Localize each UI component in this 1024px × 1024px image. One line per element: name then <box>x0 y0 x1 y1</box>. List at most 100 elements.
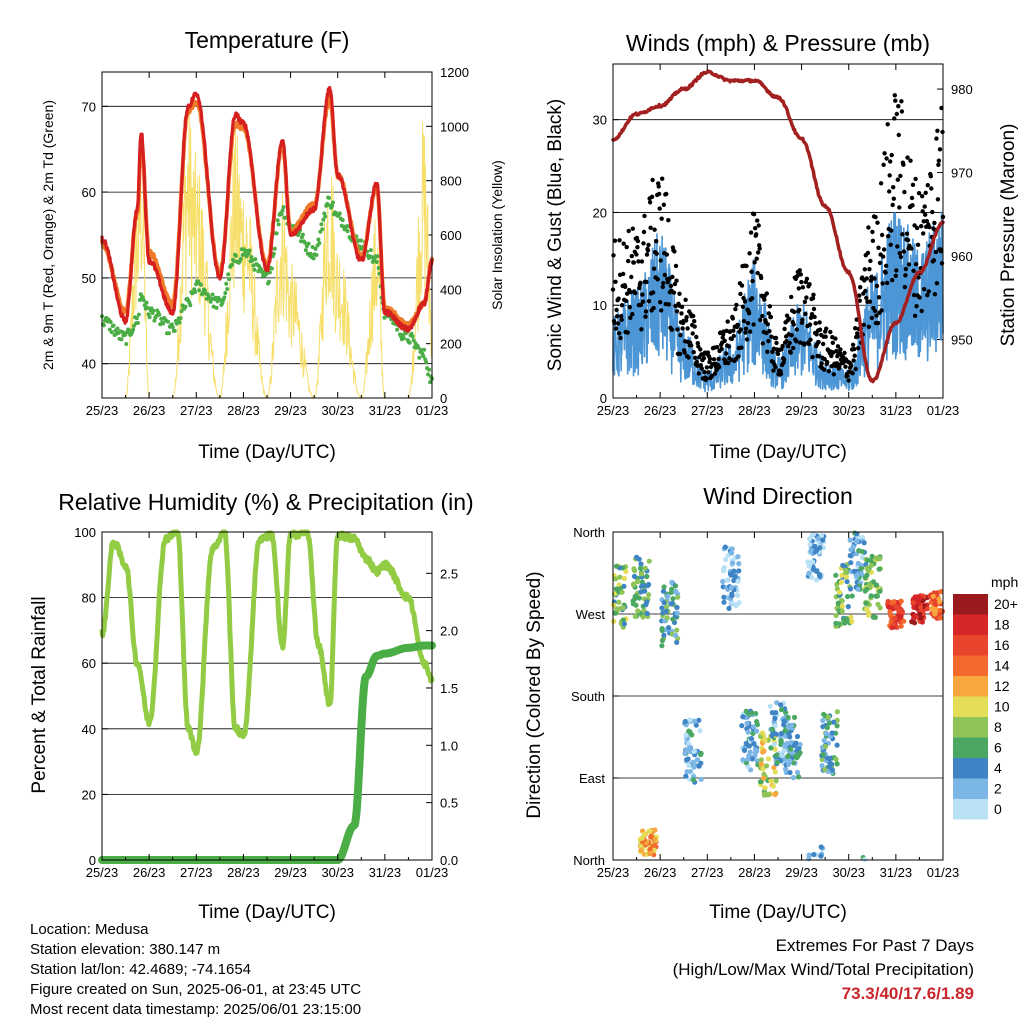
dewpoint-point <box>422 347 427 352</box>
gust-point <box>842 350 847 356</box>
gust-point <box>756 223 761 228</box>
direction-point <box>735 578 741 584</box>
gust-point <box>888 242 893 247</box>
gust-point <box>903 273 908 278</box>
gust-point <box>782 326 787 332</box>
direction-point <box>847 553 853 559</box>
gust-point <box>787 340 792 346</box>
temp-right-ytick-label: 200 <box>440 337 462 352</box>
gust-point <box>630 312 635 317</box>
gust-point <box>649 194 655 199</box>
direction-point <box>789 722 795 728</box>
gust-point <box>781 357 787 362</box>
gust-point <box>825 359 830 365</box>
rh-xtick-label: 25/23 <box>86 865 119 880</box>
direction-point <box>664 615 670 621</box>
gust-point <box>857 293 862 298</box>
gust-point <box>789 294 794 300</box>
gust-point <box>743 326 749 331</box>
gust-point <box>874 313 879 318</box>
gust-point <box>689 343 694 348</box>
dewpoint-point <box>368 248 373 253</box>
direction-point <box>820 752 826 758</box>
direction-point <box>659 643 665 649</box>
direction-point <box>731 568 737 574</box>
direction-point <box>727 571 734 577</box>
gust-point <box>660 176 665 181</box>
gust-point <box>823 334 828 339</box>
gust-point <box>812 314 817 320</box>
direction-point <box>674 627 680 633</box>
dir-ytick-label: North <box>573 525 605 540</box>
gust-point <box>796 286 801 291</box>
direction-point <box>892 615 898 621</box>
gust-point <box>623 284 628 289</box>
gust-point <box>701 356 707 361</box>
gust-point <box>616 296 621 301</box>
direction-point <box>745 729 751 735</box>
humidity-title: Relative Humidity (%) & Precipitation (i… <box>58 489 473 515</box>
direction-point <box>873 593 879 599</box>
gust-point <box>662 272 667 278</box>
dewpoint-point <box>310 245 315 249</box>
gust-point <box>621 271 626 277</box>
gust-point <box>821 341 826 347</box>
direction-point <box>833 572 839 578</box>
direction-title: Wind Direction <box>703 483 853 509</box>
direction-point <box>630 601 636 607</box>
gust-point <box>862 267 867 272</box>
gust-point <box>930 209 935 215</box>
direction-point <box>631 582 637 588</box>
dir-ytick-label: North <box>573 853 605 868</box>
gust-point <box>881 247 887 252</box>
gust-point <box>802 342 807 347</box>
gust-point <box>794 327 799 332</box>
rh-right-ytick-label: 2.5 <box>440 566 458 581</box>
gust-point <box>659 216 664 221</box>
direction-point <box>838 579 844 586</box>
gust-point <box>888 159 893 164</box>
direction-point <box>635 608 641 614</box>
gust-point <box>932 292 938 297</box>
direction-point <box>659 605 665 611</box>
dewpoint-point <box>226 272 231 277</box>
gust-point <box>677 351 683 357</box>
gust-point <box>627 305 632 310</box>
temp-right-ytick-label: 600 <box>440 228 462 243</box>
gust-point <box>831 372 836 377</box>
direction-point <box>784 740 791 746</box>
gust-point <box>910 203 915 208</box>
gust-point <box>899 99 904 104</box>
direction-point <box>669 600 676 607</box>
gust-point <box>919 224 924 229</box>
direction-point <box>768 778 774 784</box>
direction-point <box>788 746 794 752</box>
direction-point <box>638 571 645 577</box>
direction-point <box>822 767 828 773</box>
gust-point <box>773 335 779 341</box>
temp-left-ytick-label: 50 <box>82 271 96 286</box>
dewpoint-point <box>131 327 136 332</box>
gust-point <box>879 232 885 238</box>
dewpoint-point <box>101 323 106 328</box>
dewpoint-point <box>421 354 426 358</box>
gust-point <box>837 350 843 356</box>
gust-point <box>647 200 653 205</box>
gust-point <box>683 297 688 302</box>
temp-right-ytick-label: 1000 <box>440 119 469 134</box>
dewpoint-point <box>374 260 379 264</box>
gust-point <box>712 371 718 376</box>
gust-point <box>675 327 680 332</box>
direction-point <box>919 619 926 625</box>
gust-point <box>638 280 643 285</box>
direction-point <box>809 574 815 581</box>
dewpoint-point <box>202 288 207 293</box>
gust-point <box>870 229 875 235</box>
dewpoint-point <box>401 336 406 341</box>
gust-point <box>934 281 940 286</box>
direction-point <box>633 593 639 599</box>
direction-point <box>815 536 822 542</box>
gust-point <box>666 218 671 223</box>
temp-xtick-label: 29/23 <box>274 403 307 418</box>
gust-point <box>822 357 827 362</box>
